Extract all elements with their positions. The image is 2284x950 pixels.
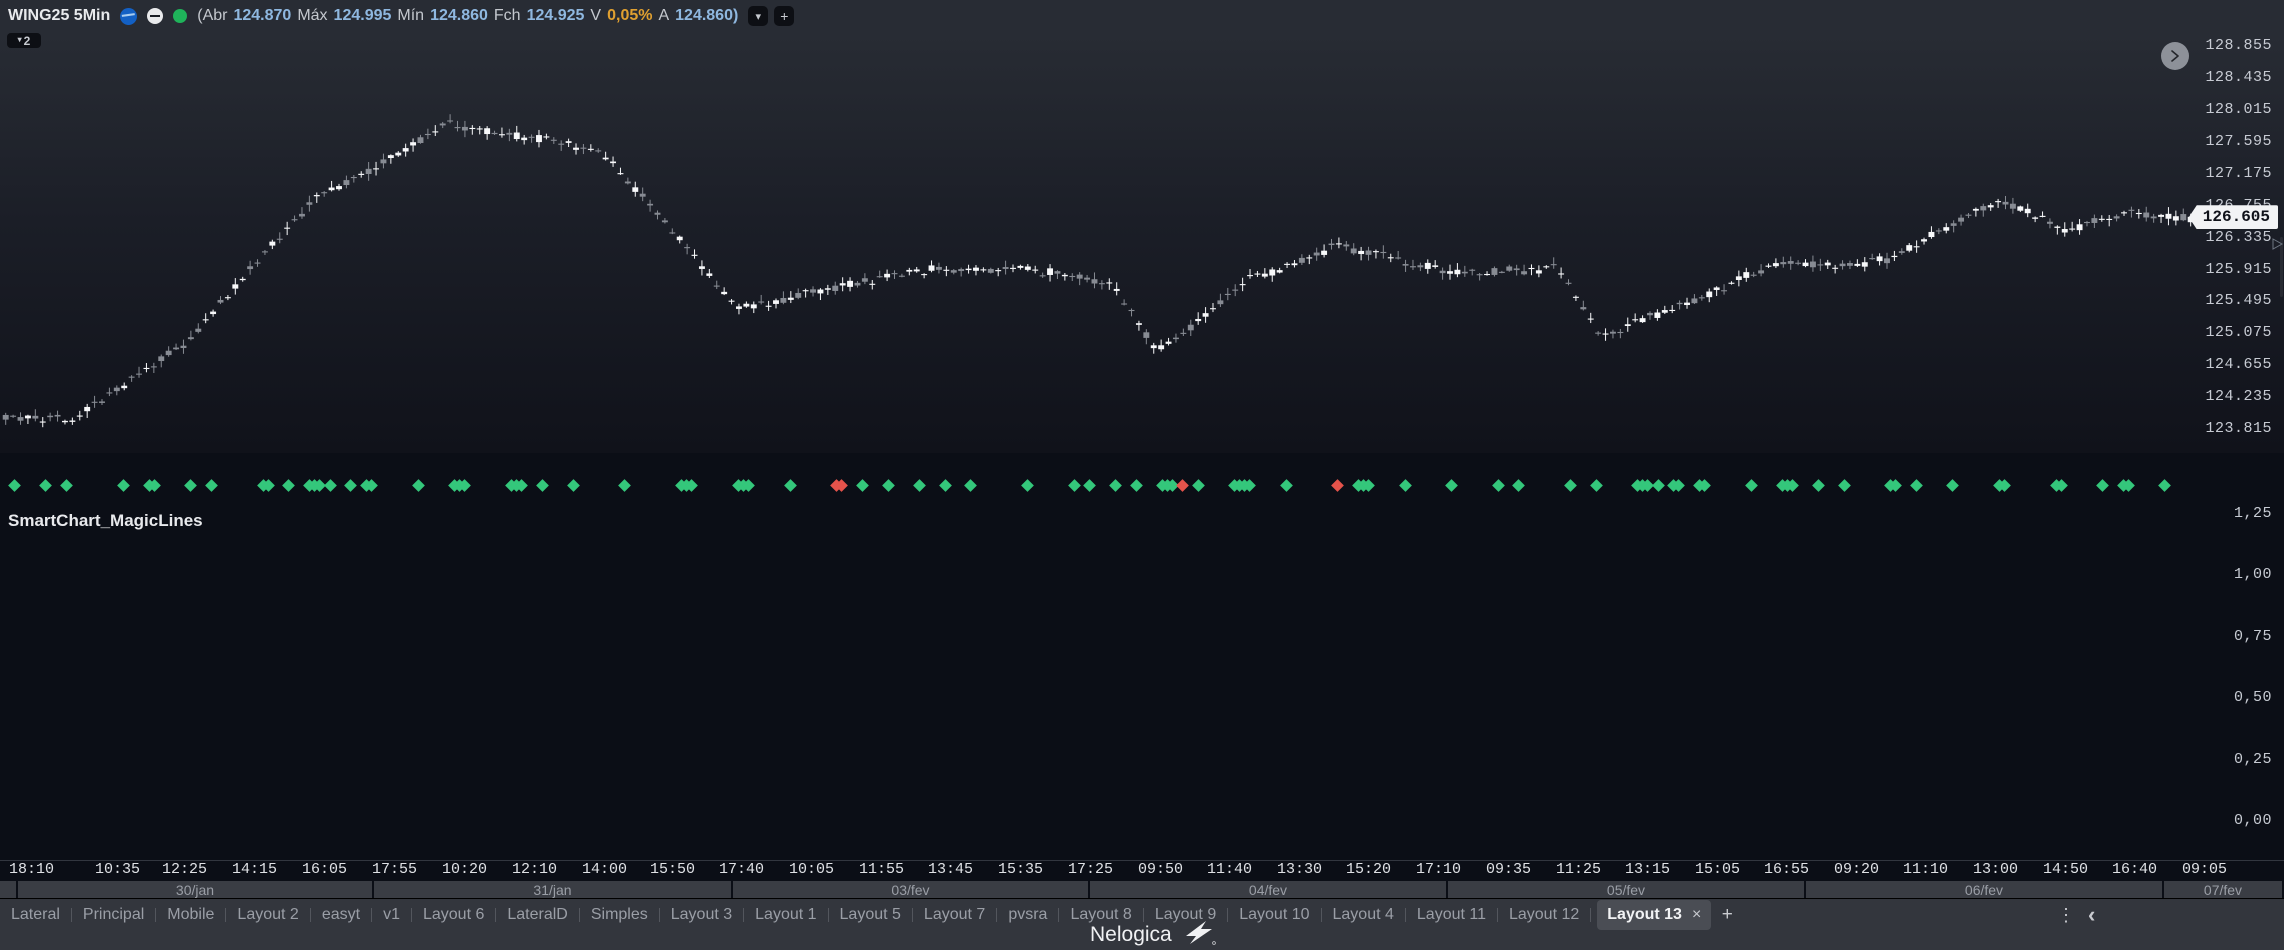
svg-text:Nelogica: Nelogica bbox=[1090, 923, 1172, 946]
